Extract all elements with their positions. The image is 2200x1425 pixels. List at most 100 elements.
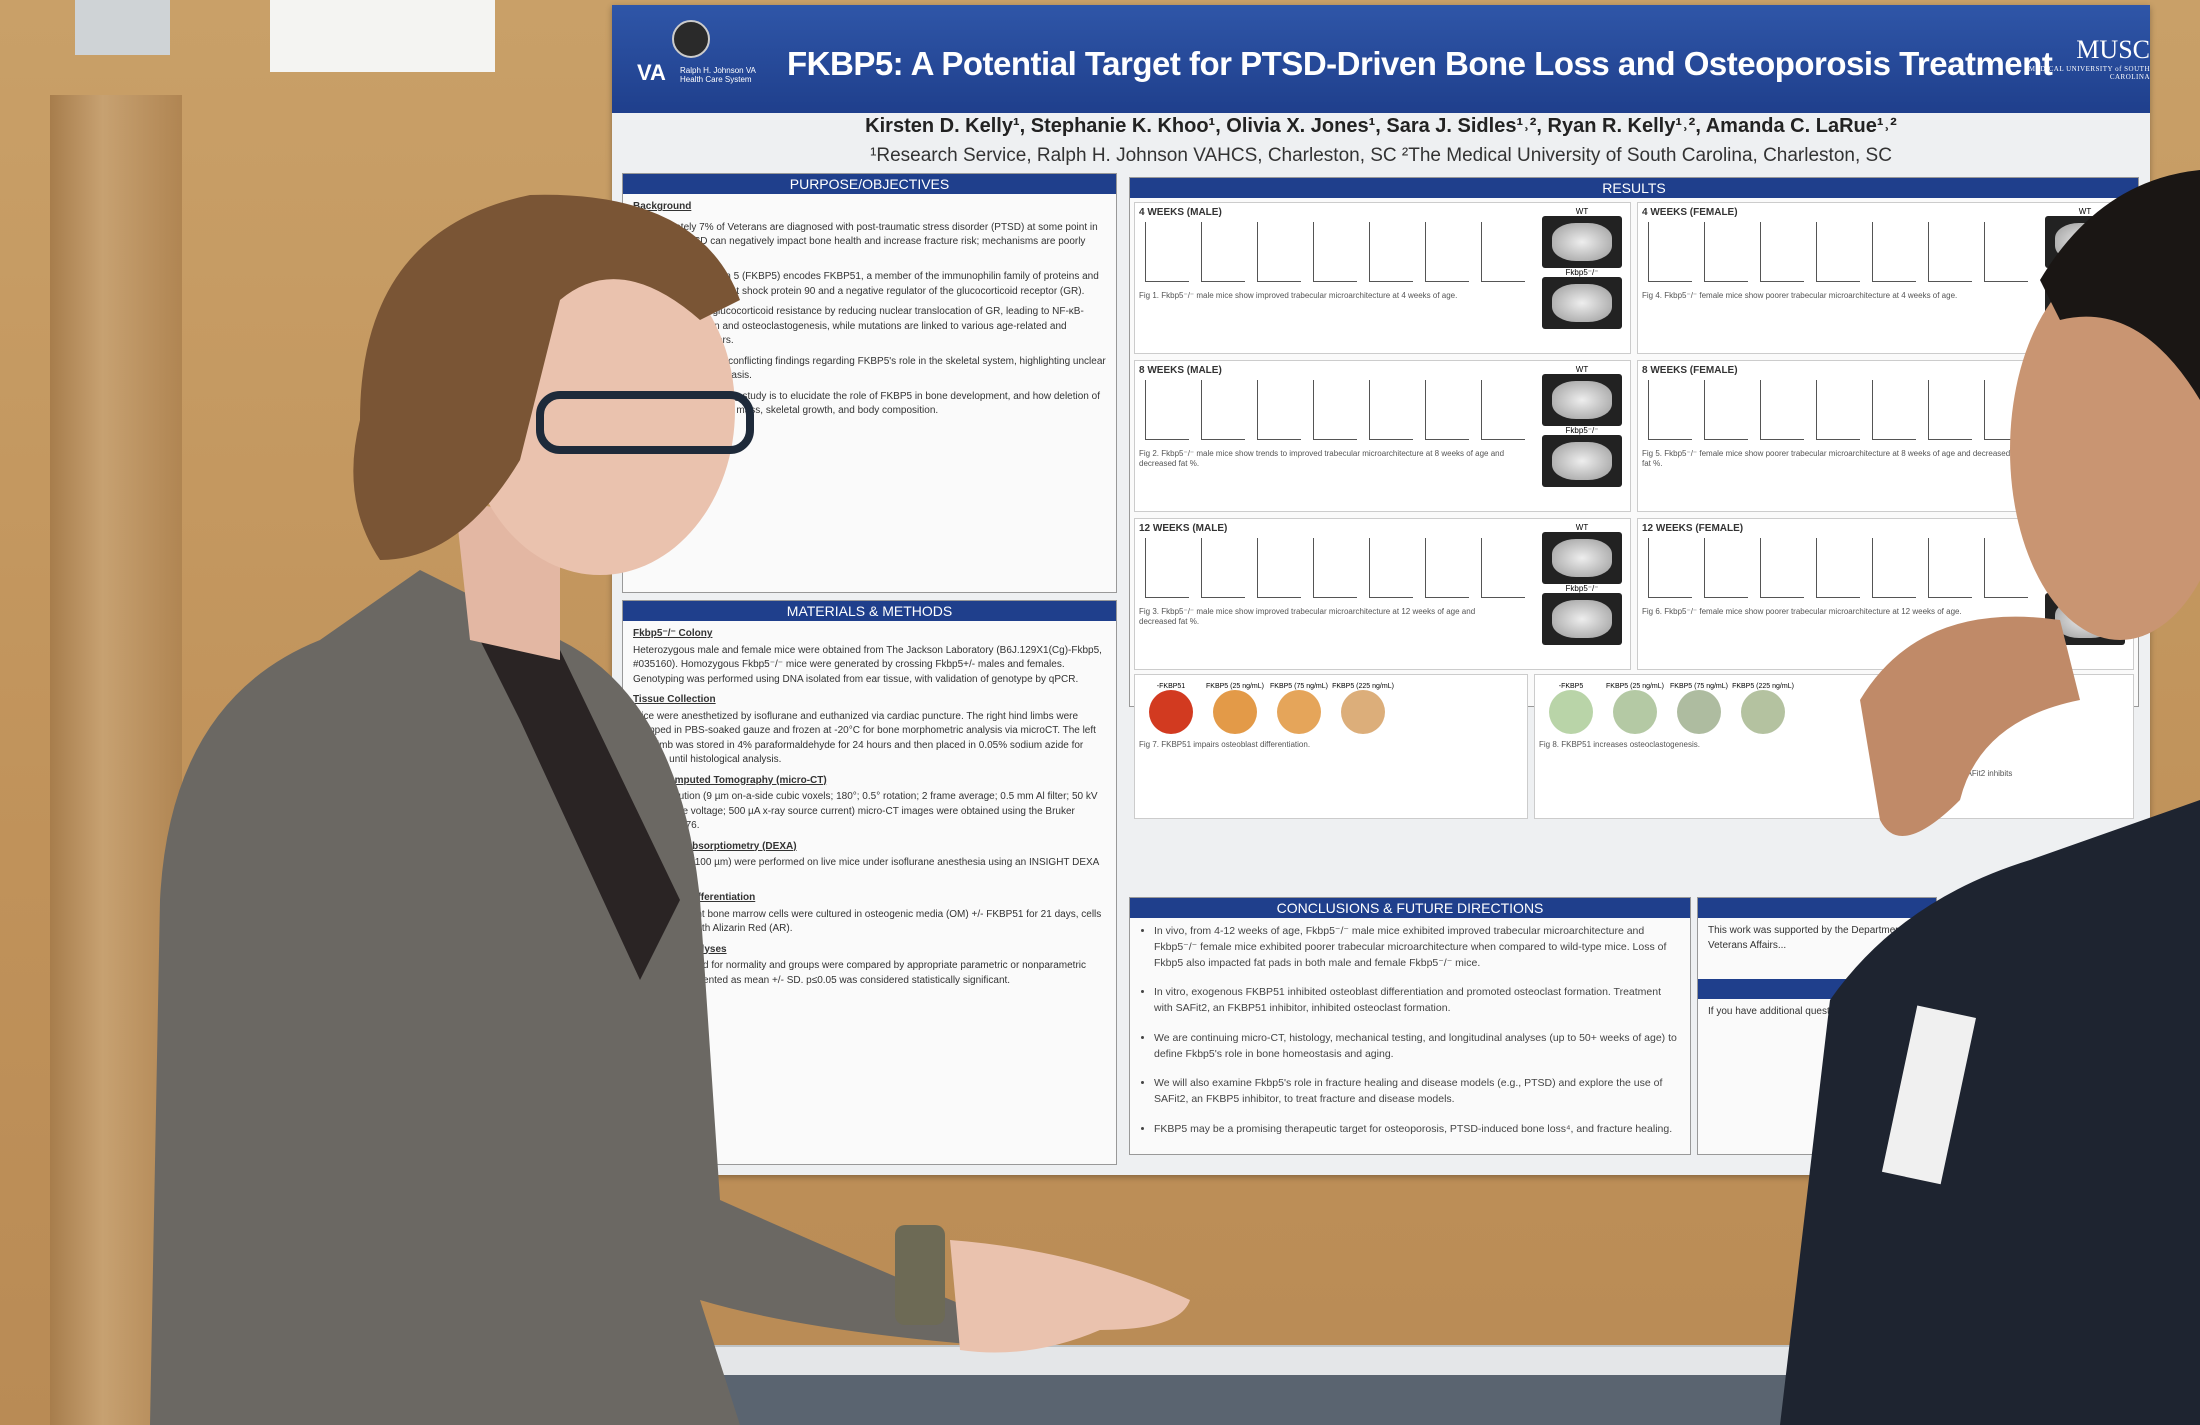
mini-chart [1369,380,1413,440]
mini-chart-row [1139,534,1626,607]
wt-label: WT [2078,207,2092,216]
results-panel: 12 WEEKS (MALE) Fig 3. Fkbp5⁻/⁻ male mice… [1134,518,1631,670]
mini-chart [1984,222,2028,282]
well-label: FKBP5 (25 ng/mL) [1206,683,1264,690]
conclusion-bullet: We are continuing micro-CT, histology, m… [1154,1031,1680,1063]
wt-label: WT [1575,207,1589,216]
mini-chart [1481,538,1525,598]
mini-chart [1201,538,1245,598]
contact-text: If you have additional questions... [1708,1006,1857,1017]
ko-label: Fkbp5⁻/⁻ [1565,426,1599,435]
methods-text: Heterozygous male and female mice were o… [633,644,1102,685]
microct-image [1542,277,1622,329]
mini-chart [1425,538,1469,598]
well: FKBP5 (75 ng/mL) [1667,683,1731,736]
mini-chart [1928,538,1972,598]
microct-images: WT Fkbp5⁻/⁻ [1542,365,1622,487]
ko-label: Fkbp5⁻/⁻ [1565,268,1599,277]
mini-chart [1928,380,1972,440]
mini-chart-row [1139,218,1626,291]
man-listener [1780,170,2200,1425]
mini-chart-row [1642,534,2129,607]
man-sweater [1780,800,2200,1425]
well: FKBP5 (25 ng/mL) [1203,683,1267,736]
well-label: FKBP5 (75 ng/mL) [1670,683,1728,690]
section-heading: MATERIALS & METHODS [623,601,1116,621]
methods-section: MATERIALS & METHODS Fkbp5⁻/⁻ Colony Heter… [622,600,1117,1165]
purpose-paragraph: The goal of this ongoing study is to elu… [633,390,1100,417]
poster-title: FKBP5: A Potential Target for PTSD-Drive… [787,45,2053,82]
mini-chart [1984,380,2028,440]
microct-image [1542,593,1622,645]
stained-well [1741,690,1785,734]
microct-image [1542,216,1622,268]
well: -FKBP51 [1139,683,1203,736]
conclusion-bullet: In vitro, exogenous FKBP51 inhibited ost… [1154,985,1680,1017]
mini-chart [1704,222,1748,282]
conclusions-section: CONCLUSIONS & FUTURE DIRECTIONS In vivo,… [1129,897,1691,1155]
figure-caption: Fig 7. FKBP51 impairs osteoblast differe… [1139,740,1311,749]
ko-label: Fkbp5⁻/⁻ [1565,584,1599,593]
well: FKBP5 (75 ng/mL) [1267,683,1331,736]
woman-blazer [150,570,1000,1425]
mini-chart [1816,538,1860,598]
well-label: FKBP5 (225 ng/mL) [1732,683,1794,690]
well: -FKBP5 [1539,683,1603,736]
well-label: -FKBP5 [1558,683,1584,690]
mini-chart [1816,222,1860,282]
poster-affiliations: ¹Research Service, Ralph H. Johnson VAHC… [870,145,1892,166]
wt-label: WT [1575,523,1589,532]
mini-chart [1257,380,1301,440]
microct-image [1542,532,1622,584]
results-panel: 8 WEEKS (MALE) Fig 2. Fkbp5⁻/⁻ male mice … [1134,360,1631,512]
woman-hair [353,194,740,561]
stained-well [1149,690,1193,734]
poster-header: VA Ralph H. Johnson VA Health Care Syste… [612,5,2150,113]
woman-presenter [150,194,1190,1425]
methods-text: Mice were anesthetized by isoflurane and… [633,710,1096,766]
mini-chart [1201,222,1245,282]
stained-well [1677,690,1721,734]
figure-caption: Fig 9. SAFit2 inhibits [1939,769,2013,778]
well-label: -FKBP51 [1156,683,1186,690]
mini-chart [1369,222,1413,282]
mini-chart [1760,380,1804,440]
panel-label: 12 WEEKS (FEMALE) [1642,523,1744,534]
section-heading: CONCLUSIONS & FUTURE DIRECTIONS [1130,898,1690,918]
mini-chart [1648,380,1692,440]
name-badge [1881,1005,1976,1185]
watch-icon [895,1225,945,1325]
mini-chart [1984,538,2028,598]
woman-hand [950,1240,1190,1353]
mini-chart [1145,538,1189,598]
subheading: Background [633,201,692,212]
mini-chart-row [1642,376,2129,449]
stained-well [1277,690,1321,734]
figure-7: -FKBP51 FKBP5 (25 ng/mL) FKBP5 (75 ng/mL) F… [1134,674,1528,819]
mini-chart [1257,222,1301,282]
results-panel: 4 WEEKS (MALE) Fig 1. Fkbp5⁻/⁻ male mice … [1134,202,1631,354]
man-face [2010,260,2200,640]
mini-chart [1872,538,1916,598]
methods-subheading: Dual X-ray Absorptiometry (DEXA) [633,840,797,852]
glasses-icon [536,391,754,454]
mini-chart-row [1642,218,2129,291]
stained-well [1549,690,1593,734]
well-row: -FKBP5 FKBP5 (25 ng/mL) FKBP5 (75 ng/mL) FK… [1539,683,1923,736]
section-heading: PURPOSE/OBJECTIVES [623,174,1116,194]
mini-chart [1648,222,1692,282]
section-heading: RESULTS [1130,178,2138,198]
well: FKBP5 (225 ng/mL) [1331,683,1395,736]
acknowledgements-text: This work was supported by the Departmen… [1708,925,1915,951]
panel-label: 8 WEEKS (MALE) [1139,365,1222,376]
mini-chart [1313,380,1357,440]
mini-chart [1481,222,1525,282]
woman-top [470,620,680,980]
methods-text: Data were tested for normality and group… [633,960,1086,986]
conclusion-bullet: We will also examine Fkbp5's role in fra… [1154,1076,1680,1108]
methods-text: Plastic adherent bone marrow cells were … [633,908,1102,935]
panel-label: 8 WEEKS (FEMALE) [1642,365,1738,376]
panel-label: 12 WEEKS (MALE) [1139,523,1228,534]
mini-chart [1313,538,1357,598]
